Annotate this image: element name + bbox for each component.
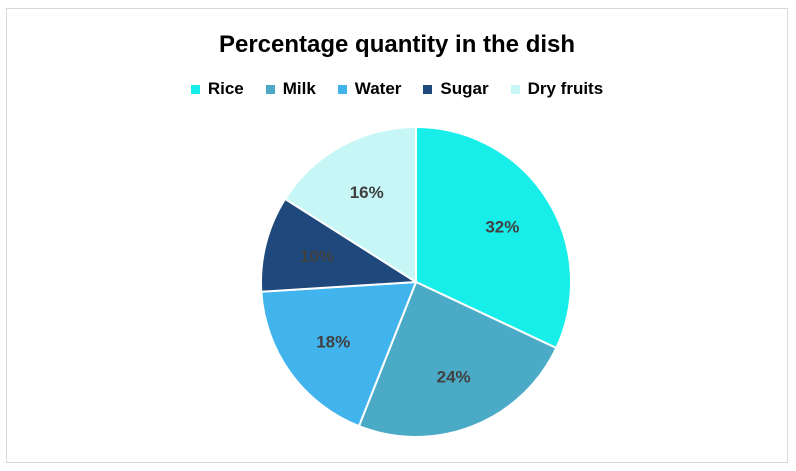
pie-slice-rice <box>415 125 572 350</box>
legend-label-rice: Rice <box>207 79 244 98</box>
legend-label-water: Water <box>354 79 402 98</box>
legend-swatch-water <box>337 84 347 94</box>
data-label-rice: 32% <box>485 218 519 237</box>
chart-area: Percentage quantity in the dish Rice Mil… <box>6 8 788 463</box>
data-label-dry-fruits: 16% <box>350 183 384 202</box>
data-label-water: 18% <box>316 333 350 352</box>
legend-swatch-rice <box>190 84 200 94</box>
legend-item-dry-fruits: Dry fruits <box>510 79 604 99</box>
legend-label-dry-fruits: Dry fruits <box>527 79 604 98</box>
legend-item-water: Water <box>337 79 402 99</box>
pie-slice-dry-fruits <box>283 125 417 284</box>
legend-swatch-sugar <box>423 84 433 94</box>
legend-swatch-dry-fruits <box>510 84 520 94</box>
pie-chart: 32% 24% 18% 10% 16% <box>260 125 572 438</box>
legend-item-milk: Milk <box>265 79 316 99</box>
pie-slice-sugar <box>260 197 420 293</box>
legend-swatch-milk <box>265 84 275 94</box>
chart-title: Percentage quantity in the dish <box>218 31 576 58</box>
legend-item-rice: Rice <box>190 79 244 99</box>
legend-label-milk: Milk <box>282 79 316 98</box>
pie-slice-milk <box>357 280 558 438</box>
legend-item-sugar: Sugar <box>423 79 489 99</box>
legend: Rice Milk Water Sugar Dry fruits <box>7 79 787 99</box>
data-label-sugar: 10% <box>300 247 334 266</box>
legend-label-sugar: Sugar <box>440 79 489 98</box>
data-label-milk: 24% <box>437 368 471 387</box>
pie-slice-water <box>260 280 418 428</box>
